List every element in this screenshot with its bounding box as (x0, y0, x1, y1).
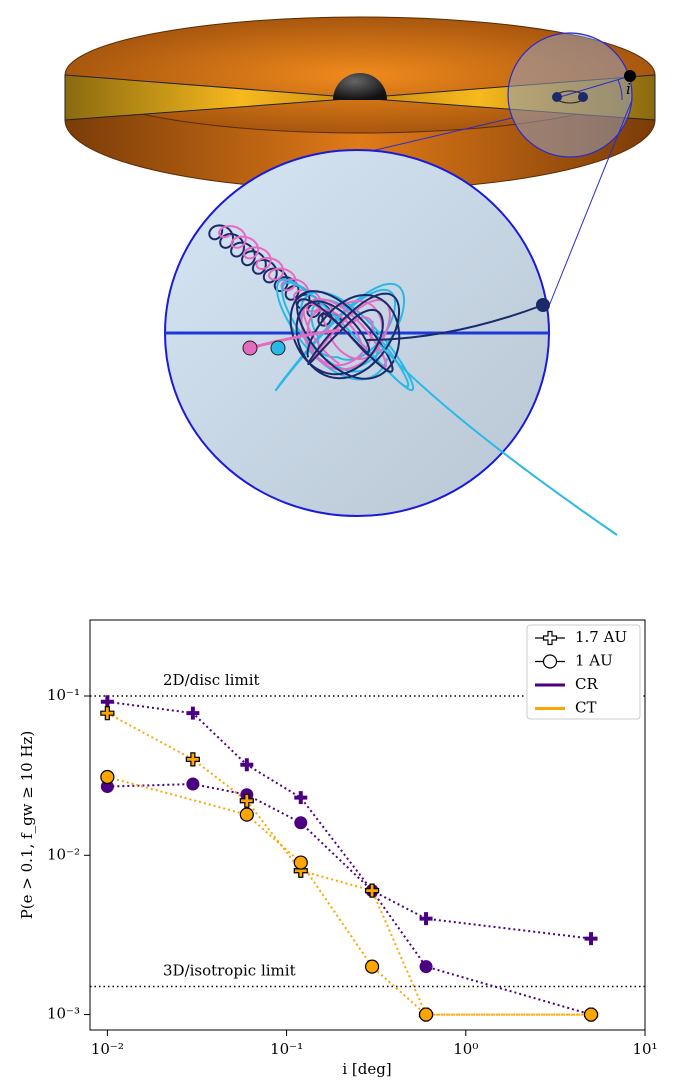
point (100, 695, 114, 709)
point (186, 777, 200, 791)
point (293, 855, 308, 870)
point (364, 959, 380, 974)
binary-star (578, 92, 588, 102)
link (249, 328, 341, 350)
escape-orbit (364, 304, 544, 341)
point (100, 769, 115, 785)
orbits (208, 224, 618, 536)
y-axis-label: P(e > 0.1, f_gw ≥ 10 Hz) (18, 731, 36, 920)
illustration: i (64, 16, 656, 536)
point (186, 706, 200, 720)
x-tick-label: 10⁻¹ (270, 1040, 303, 1058)
disc-wedge (64, 74, 656, 121)
series-line (107, 776, 592, 1016)
legend-label: CT (575, 699, 596, 717)
zoom-circle (507, 32, 633, 158)
legend-box (526, 624, 641, 720)
black-hole (333, 73, 387, 100)
legend-label: CR (575, 675, 598, 693)
star (536, 298, 550, 312)
point (419, 912, 433, 926)
single-star (624, 70, 636, 82)
reference-label: 2D/disc limit (163, 671, 260, 689)
point (542, 630, 558, 646)
y-tick-label: 10⁻² (47, 845, 80, 863)
x-tick-label: 10¹ (632, 1040, 657, 1058)
legend-label: 1 AU (575, 652, 613, 670)
point (294, 816, 308, 830)
y-tick-label: 10⁻³ (47, 1005, 80, 1023)
point (583, 1007, 599, 1022)
point (584, 932, 598, 946)
binary-star (552, 92, 562, 102)
tangled-orbit (274, 278, 415, 392)
escape-orbit (379, 344, 618, 536)
inclination-label: i (626, 80, 631, 98)
point (239, 807, 254, 822)
point (418, 1007, 434, 1022)
point (240, 758, 254, 772)
zoom-line (366, 117, 513, 153)
series-line (107, 783, 592, 1016)
inclination-arc (617, 79, 623, 101)
chart: i [deg] P(e > 0.1, f_gw ≥ 10 Hz) 10⁻² 10⁻… (18, 619, 658, 1078)
zoom-line (548, 99, 633, 307)
point (419, 960, 433, 974)
star (270, 340, 286, 356)
point (100, 706, 115, 721)
x-tick-label: 10⁻² (91, 1040, 124, 1058)
y-tick-label: 10⁻¹ (47, 686, 80, 704)
legend-label: 1.7 AU (575, 628, 627, 646)
tangled-orbit (289, 290, 401, 380)
point (542, 654, 558, 669)
series-line (107, 700, 592, 940)
x-axis-label: i [deg] (342, 1060, 391, 1078)
x-tick-label: 10⁰ (453, 1040, 478, 1058)
star (242, 340, 258, 356)
point (239, 793, 254, 808)
orbit-axis (559, 75, 631, 98)
reference-label: 3D/isotropic limit (163, 962, 296, 980)
point (294, 791, 308, 805)
plot-frame (89, 619, 646, 1031)
point (185, 752, 200, 767)
helix-orbit (208, 224, 343, 327)
point (364, 883, 380, 898)
